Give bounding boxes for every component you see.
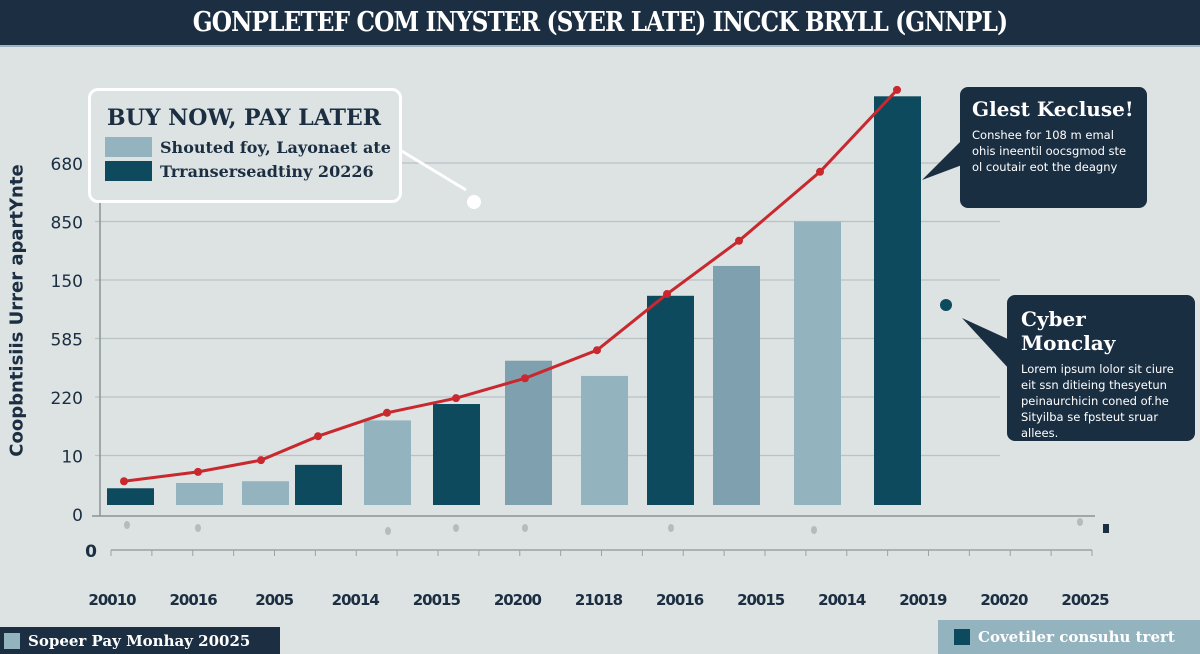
y-tick-label: 850 [51,214,83,234]
marker-dot [811,526,817,534]
chart-title: GONPLETEF COM INYSTER (SYER LATE) INCCK … [192,7,1008,38]
callout-title: Cyber Monclay [1021,307,1116,355]
line-point [893,85,901,94]
y-tick-label: 0 [72,506,83,526]
legend-swatch [105,161,152,181]
callout-pointer [962,318,1010,370]
y-tick-label: 220 [51,389,83,409]
bar [364,420,411,505]
x-tick-label: 20200 [494,591,542,609]
marker-dot [1077,518,1083,526]
pointer-dot [940,299,952,311]
line-point [194,467,202,476]
marker-dot [668,524,674,532]
legend-label: Covetiler consuhu trert [978,628,1175,646]
y-tick-label: 150 [51,272,83,292]
x-tick-label: 21018 [575,591,623,609]
x-tick-label: 20014 [332,591,380,609]
bar [107,488,154,505]
marker-dot [522,524,528,532]
bar [581,375,628,505]
y-tick-label: 680 [51,155,83,175]
line-point [521,374,529,383]
bar [647,295,694,505]
x-tick-label: 20016 [169,591,217,609]
y-tick-label: 10 [61,448,83,468]
marker-dot [195,524,201,532]
line-point [257,456,265,465]
legend-swatch [105,137,152,157]
legend-swatch [4,632,20,649]
pointer-dot [910,178,920,188]
line-point [816,167,824,176]
bar [874,96,921,505]
legend-title: BUY NOW, PAY LATER [107,105,382,131]
legend-item: Shouted foy, Layonaet ate [105,137,399,157]
y-axis-label: Coopbntisiis Urrer apartYnte [6,164,28,457]
legend-label: Shouted foy, Layonaet ate [160,137,391,157]
legend: BUY NOW, PAY LATER Shouted foy, Layonaet… [88,88,402,203]
x-tick-label: 20016 [656,591,704,609]
marker-dot [124,521,130,529]
x-tick-label: 20014 [818,591,866,609]
x-tick-label: 20020 [980,591,1028,609]
line-point [314,432,322,441]
x-tick-label: 20010 [88,591,136,609]
legend-swatch [954,629,970,645]
legend-pointer [399,148,467,192]
line-point [383,408,391,417]
x-tick-label: 20019 [899,591,947,609]
callout-body: Conshee for 108 m emal ohis ineentil ooc… [972,128,1127,174]
title-bar: GONPLETEF COM INYSTER (SYER LATE) INCCK … [0,0,1200,47]
bar [176,482,223,505]
callout-cyber-monday: Cyber Monclay Lorem ipsum lolor sit ciur… [1007,295,1195,441]
bar [295,464,342,505]
pointer-dot [467,195,481,209]
callout-body: Lorem ipsum lolor sit ciure eit ssn diti… [1021,362,1174,440]
x-tick-label: 20015 [413,591,461,609]
trend-line [123,88,899,483]
bottom-legend-right: Covetiler consuhu trert [938,620,1200,654]
x-tick-label: 20025 [1061,591,1109,609]
line-point [120,477,128,486]
x-tick-label: 2005 [255,591,293,609]
bar [713,265,760,505]
legend-item: Trranserseadtiny 20226 [105,161,399,181]
callout-pointer [922,140,962,180]
marker-dot [385,527,391,535]
callout-title: Glest Kecluse! [972,97,1134,121]
line-point [452,394,460,403]
y-tick-label: 585 [51,331,83,351]
bar [433,404,480,505]
legend-label: Sopeer Pay Monhay 20025 [28,631,251,650]
marker-square [1103,524,1109,533]
lower-axis-label: 0 [85,542,97,562]
bottom-legend-left: Sopeer Pay Monhay 20025 [0,627,280,654]
line-point [663,290,671,299]
bar [505,360,552,505]
x-tick-label: 20015 [737,591,785,609]
line-point [593,346,601,355]
line-point [735,236,743,245]
bar [794,221,841,505]
bar [242,481,289,505]
legend-label: Trranserseadtiny 20226 [160,161,374,181]
marker-dot [453,524,459,532]
callout-glest: Glest Kecluse! Conshee for 108 m emal oh… [960,87,1147,208]
